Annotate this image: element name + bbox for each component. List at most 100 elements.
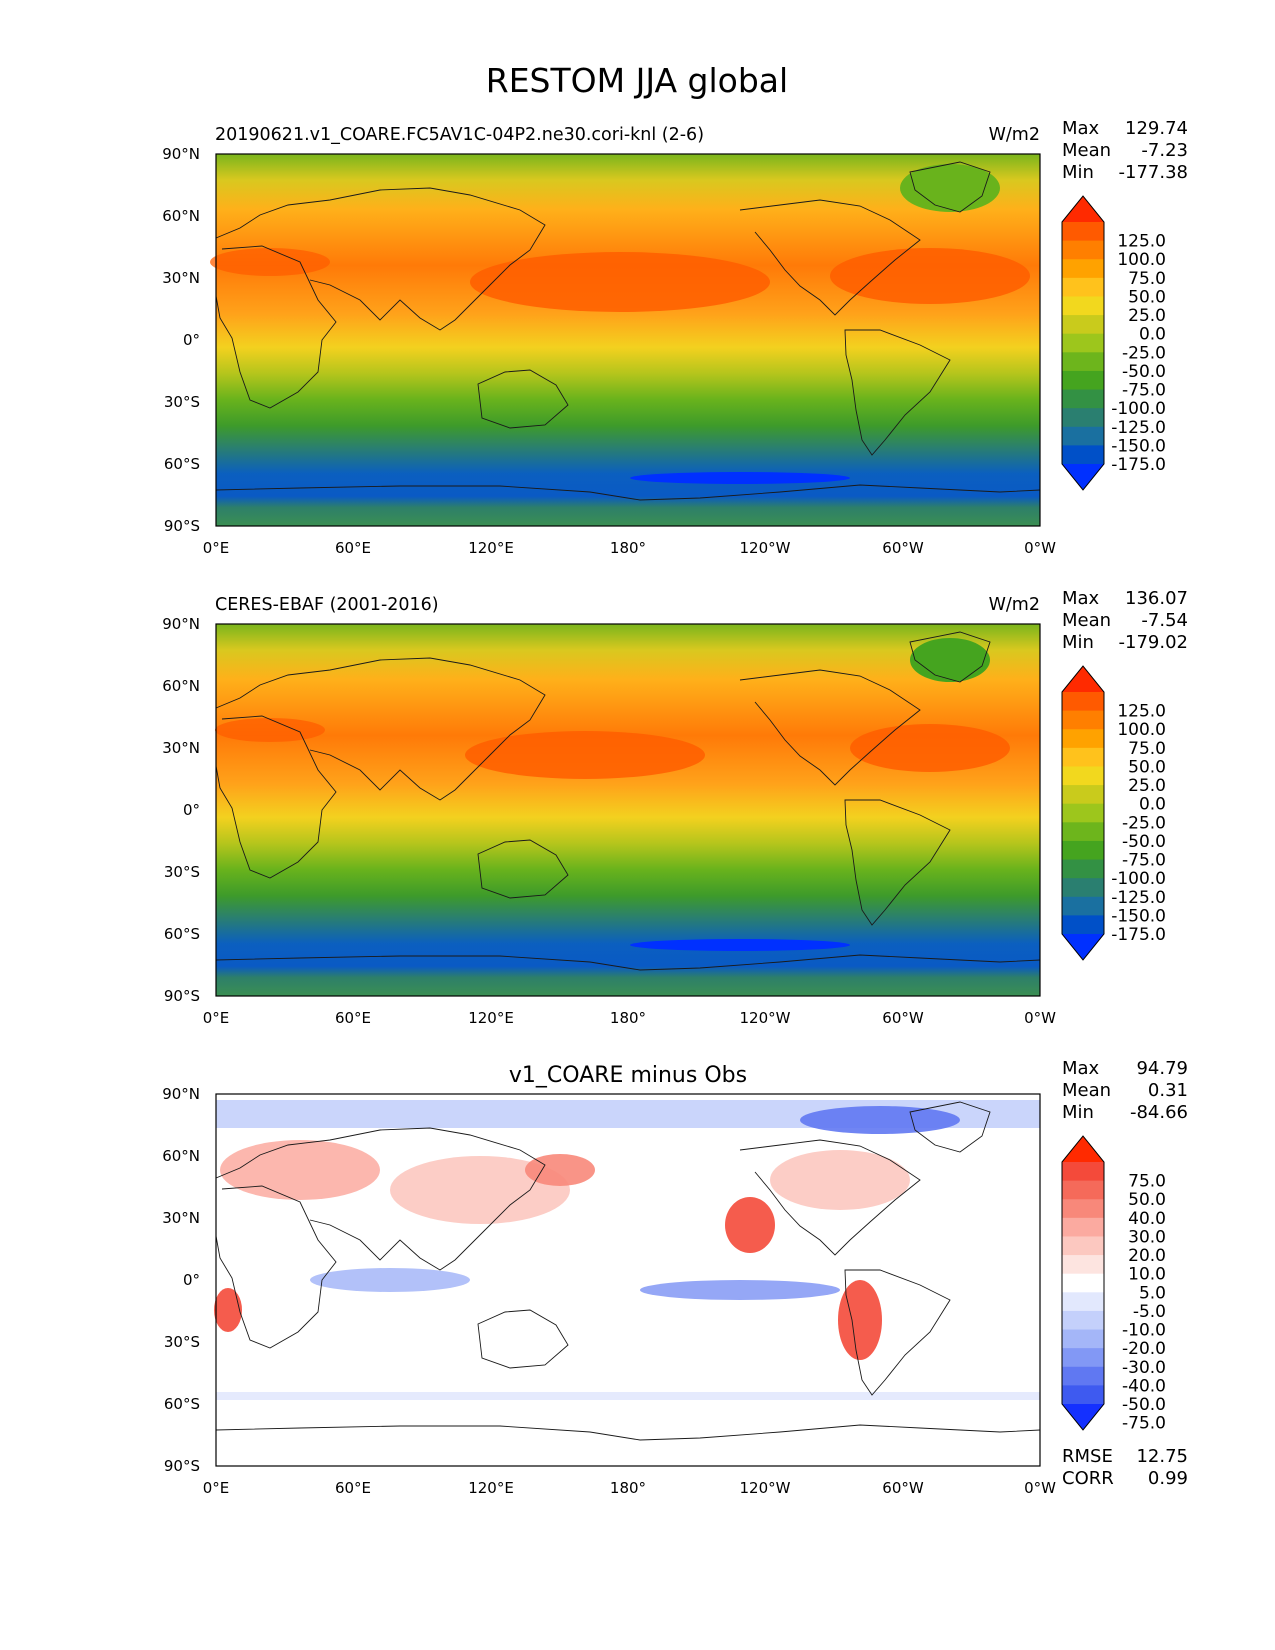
colorbar-segment (1062, 859, 1104, 879)
lon-tick: 60°W (882, 1479, 924, 1497)
colorbar: 125.0100.075.050.025.00.0-25.0-50.0-75.0… (1061, 195, 1166, 491)
flux-maximum-north-atlantic (830, 248, 1030, 304)
europe-positive (220, 1140, 380, 1200)
lon-tick: 60°W (882, 539, 924, 557)
lat-axis: 90°N 60°N 30°N 0° 30°S 60°S 90°S (162, 145, 200, 535)
stat-value: 0.31 (1148, 1080, 1188, 1101)
colorbar-tick-label: 50.0 (1128, 287, 1166, 307)
coast-africa (215, 1185, 337, 1349)
colorbar-extend-min (1062, 1404, 1104, 1430)
stat-label: Mean (1062, 1080, 1111, 1101)
coast-australia (477, 839, 569, 899)
colorbar-segment (1062, 1217, 1104, 1237)
lon-axis: 0°E 60°E 120°E 180° 120°W 60°W 0°W (203, 1009, 1056, 1027)
lat-tick: 30°S (164, 1333, 200, 1351)
figure-title: RESTOM JJA global (486, 61, 788, 100)
colorbar-tick-label: -20.0 (1122, 1339, 1166, 1359)
colorbar-tick-label: 40.0 (1128, 1209, 1166, 1229)
lon-tick: 120°E (468, 1479, 514, 1497)
colorbar-tick-label: -25.0 (1122, 343, 1166, 363)
lat-tick: 60°S (164, 455, 200, 473)
colorbar-segment (1062, 296, 1104, 316)
colorbar-tick-label: 100.0 (1117, 250, 1166, 270)
colorbar-segment (1062, 1255, 1104, 1275)
panel-diff: v1_COARE minus Obs (162, 1058, 1188, 1497)
colorbar-segment (1062, 389, 1104, 409)
colorbar-tick-label: -25.0 (1122, 813, 1166, 833)
colorbar-segment (1062, 1292, 1104, 1312)
flux-maximum-north-pacific (465, 731, 705, 779)
flux-maximum-mediterranean (210, 248, 330, 276)
colorbar-segment (1062, 1366, 1104, 1386)
colorbar-tick-label: 125.0 (1117, 702, 1166, 722)
stat-label: Min (1062, 162, 1094, 183)
lat-tick: 90°N (162, 615, 200, 633)
lat-tick: 60°N (162, 677, 200, 695)
north-america-positive (770, 1150, 910, 1210)
lon-tick: 120°W (740, 539, 791, 557)
colorbar-tick-label: -100.0 (1111, 869, 1166, 889)
flux-maximum-north-pacific (470, 252, 770, 312)
lat-tick: 60°N (162, 1147, 200, 1165)
colorbar-segment (1062, 710, 1104, 730)
antarctic-minimum (630, 472, 850, 484)
lat-tick: 0° (183, 1271, 200, 1289)
coast-australia (477, 369, 569, 429)
coast-antarctica (215, 484, 1041, 501)
colorbar-segment (1062, 1180, 1104, 1200)
colorbar-tick-label: 100.0 (1117, 720, 1166, 740)
colorbar-tick-label: 50.0 (1128, 1190, 1166, 1210)
stat-value: 0.99 (1148, 1468, 1188, 1489)
coast-eurasia (215, 187, 546, 331)
colorbar-tick-label: -75.0 (1122, 851, 1166, 871)
colorbar-segment (1062, 729, 1104, 749)
colorbar-tick-label: -150.0 (1111, 906, 1166, 926)
stat-value: -84.66 (1130, 1102, 1188, 1123)
colorbar-segment (1062, 1273, 1104, 1293)
colorbar-outline (1061, 665, 1105, 961)
lon-tick: 0°E (203, 539, 230, 557)
colorbar-segment (1062, 445, 1104, 465)
lon-axis: 0°E 60°E 120°E 180° 120°W 60°W 0°W (203, 539, 1056, 557)
map-field (210, 154, 1041, 526)
colorbar-extend-min (1062, 464, 1104, 490)
lon-axis: 0°E 60°E 120°E 180° 120°W 60°W 0°W (203, 1479, 1056, 1497)
map-frame (215, 623, 1041, 997)
lat-tick: 90°N (162, 145, 200, 163)
colorbar-segment (1062, 259, 1104, 279)
colorbar-tick-label: 25.0 (1128, 776, 1166, 796)
lat-tick: 90°S (164, 987, 200, 1005)
map-background (216, 154, 1040, 526)
coast-greenland (909, 631, 991, 683)
asia-positive (390, 1156, 570, 1224)
stats-block: Max 136.07 Mean -7.54 Min -179.02 (1062, 588, 1188, 653)
colorbar-segment (1062, 822, 1104, 842)
colorbar-segment (1062, 352, 1104, 372)
stats-block: Max 94.79 Mean 0.31 Min -84.66 (1062, 1058, 1188, 1123)
colorbar-segment (1062, 222, 1104, 242)
stat-label: Mean (1062, 140, 1111, 161)
lon-tick: 0°E (203, 1479, 230, 1497)
colorbar: 75.050.040.030.020.010.05.0-5.0-10.0-20.… (1061, 1135, 1166, 1434)
stat-label: Min (1062, 632, 1094, 653)
colorbar-extend-max (1062, 666, 1104, 692)
stat-label: Max (1062, 1058, 1100, 1079)
colorbar-segment (1062, 896, 1104, 916)
panel-title-left: 20190621.v1_COARE.FC5AV1C-04P2.ne30.cori… (215, 125, 704, 145)
colorbar-segment (1062, 1199, 1104, 1219)
stat-label: Min (1062, 1102, 1094, 1123)
coast-antarctica (215, 954, 1041, 971)
colorbar-outline (1061, 1135, 1105, 1431)
lon-tick: 60°E (335, 1009, 371, 1027)
colorbar-tick-label: -75.0 (1122, 381, 1166, 401)
southern-negative-band (216, 1392, 1040, 1400)
stat-value: -7.54 (1141, 610, 1188, 631)
panel-units: W/m2 (989, 595, 1040, 615)
coast-antarctica (215, 1424, 1041, 1441)
colorbar-tick-label: -175.0 (1111, 455, 1166, 475)
colorbar-segment (1062, 277, 1104, 297)
colorbar-segment (1062, 426, 1104, 446)
lat-tick: 30°S (164, 393, 200, 411)
coastlines (215, 631, 1041, 971)
colorbar-segment (1062, 840, 1104, 861)
